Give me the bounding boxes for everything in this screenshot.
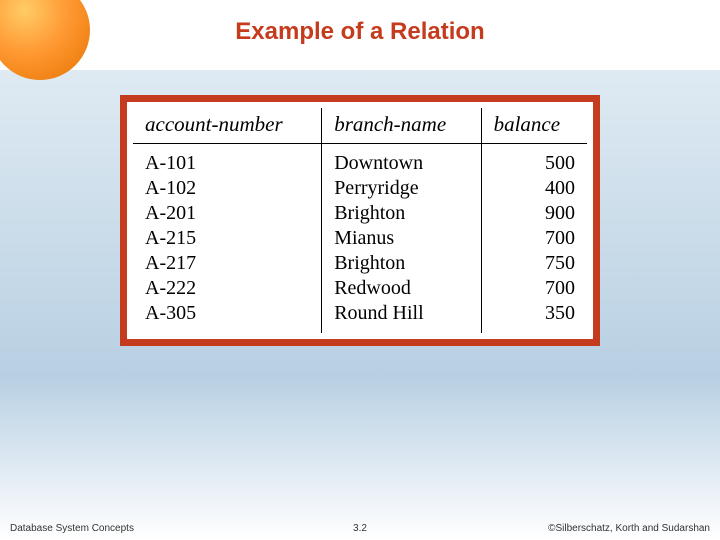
cell-branch-name: Perryridge — [322, 176, 481, 201]
cell-branch-name: Mianus — [322, 226, 481, 251]
cell-account-number: A-222 — [133, 276, 322, 301]
cell-balance: 350 — [481, 301, 587, 333]
cell-balance: 900 — [481, 201, 587, 226]
table-row: A-305 Round Hill 350 — [133, 301, 587, 333]
cell-branch-name: Downtown — [322, 144, 481, 177]
relation-table-container: account-number branch-name balance A-101… — [120, 95, 600, 346]
table-row: A-222 Redwood 700 — [133, 276, 587, 301]
slide-title: Example of a Relation — [0, 18, 720, 46]
cell-balance: 700 — [481, 226, 587, 251]
footer-copyright: ©Silberschatz, Korth and Sudarshan — [548, 523, 710, 534]
cell-branch-name: Redwood — [322, 276, 481, 301]
cell-account-number: A-201 — [133, 201, 322, 226]
cell-account-number: A-102 — [133, 176, 322, 201]
table-row: A-101 Downtown 500 — [133, 144, 587, 177]
cell-account-number: A-217 — [133, 251, 322, 276]
cell-branch-name: Brighton — [322, 201, 481, 226]
col-header-account-number: account-number — [133, 108, 322, 144]
cell-account-number: A-215 — [133, 226, 322, 251]
relation-table: account-number branch-name balance A-101… — [133, 108, 587, 333]
table-row: A-102 Perryridge 400 — [133, 176, 587, 201]
table-row: A-217 Brighton 750 — [133, 251, 587, 276]
cell-branch-name: Brighton — [322, 251, 481, 276]
col-header-balance: balance — [481, 108, 587, 144]
col-header-branch-name: branch-name — [322, 108, 481, 144]
table-header-row: account-number branch-name balance — [133, 108, 587, 144]
table-row: A-201 Brighton 900 — [133, 201, 587, 226]
cell-account-number: A-101 — [133, 144, 322, 177]
cell-account-number: A-305 — [133, 301, 322, 333]
cell-balance: 400 — [481, 176, 587, 201]
cell-balance: 700 — [481, 276, 587, 301]
table-row: A-215 Mianus 700 — [133, 226, 587, 251]
cell-branch-name: Round Hill — [322, 301, 481, 333]
cell-balance: 750 — [481, 251, 587, 276]
cell-balance: 500 — [481, 144, 587, 177]
